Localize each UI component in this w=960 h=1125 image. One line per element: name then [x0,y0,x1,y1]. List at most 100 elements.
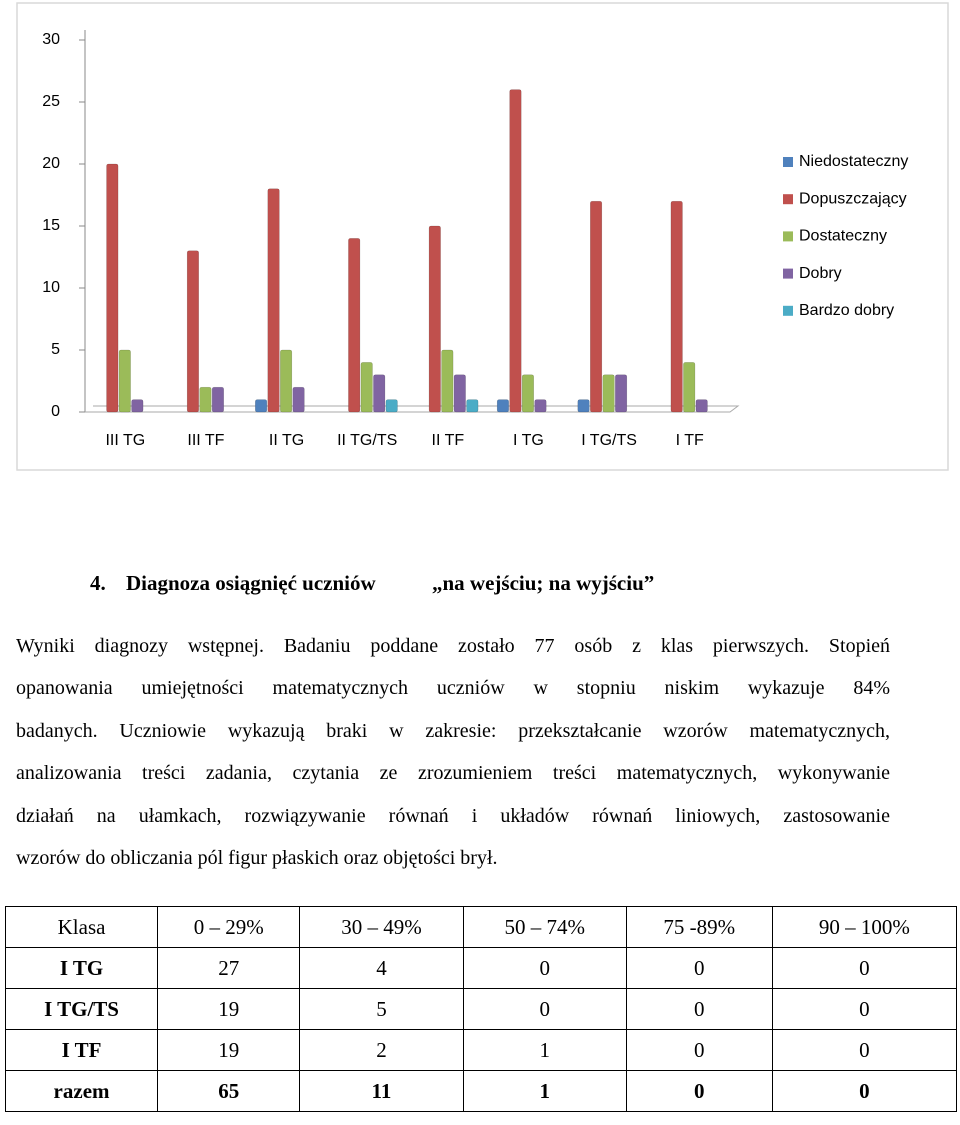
paragraph-line: wzorów do obliczania pól figur płaskich … [16,846,498,869]
bar [509,89,522,413]
table-cell: 0 [771,1029,958,1071]
table-cell: 0 [625,988,773,1030]
bar [131,399,144,413]
table-cell: razem [4,1070,159,1112]
bar [267,188,280,413]
table-cell: 19 [157,1029,301,1071]
table-cell: 1 [462,1029,627,1071]
section-title: Diagnoza osiągnięć uczniów [126,571,376,595]
table-row: I TG 27 4 0 0 0 [4,947,958,989]
table-header-row: Klasa 0 – 29% 30 – 49% 50 – 74% 75 -89% 90 – … [4,906,958,948]
bar [441,349,454,413]
paragraph-line: opanowania umiejętności matematycznych u… [16,677,890,700]
x-tick-label: II TG/TS [337,432,397,449]
results-table: Klasa 0 – 29% 30 – 49% 50 – 74% 75 -89% 90 – … [4,906,958,1112]
bar [496,399,509,413]
bar [466,399,479,413]
bar [199,386,212,413]
bar [670,200,683,413]
bar [695,399,708,413]
table-cell: 0 [771,947,958,989]
bar [211,386,224,413]
x-tick-label: II TF [432,432,465,449]
bar [683,362,696,413]
legend-label: Dostateczny [799,228,887,245]
header-cell: 75 -89% [625,906,773,948]
bar [521,374,534,413]
table-cell: 65 [157,1070,301,1112]
table-cell: 1 [462,1070,627,1112]
table-cell: 0 [771,1070,958,1112]
bar [577,399,590,413]
y-tick-label: 15 [42,217,60,234]
table-cell: 0 [625,1029,773,1071]
paragraph: Wyniki diagnozy wstępnej. Badaniu poddan… [16,625,890,879]
bar [615,374,628,413]
table-cell: 11 [299,1070,464,1112]
paragraph-line: badanych. Uczniowie wykazują braki w zak… [16,719,890,742]
legend-swatch [783,194,793,205]
table-cell: 19 [157,988,301,1030]
legend-label: Dobry [799,265,842,282]
bar [602,374,615,413]
header-cell: 0 – 29% [157,906,301,948]
y-tick-label: 20 [42,155,60,172]
table-cell: I TG [4,947,159,989]
bar [280,349,293,413]
bar [590,200,603,413]
table-cell: 0 [771,988,958,1030]
y-tick-label: 0 [51,403,60,420]
table-cell: 4 [299,947,464,989]
table-cell: 5 [299,988,464,1030]
chart: 0 5 10 15 20 25 30 III TG III TF II TG II TG/TS II … [16,2,949,471]
header-cell: 50 – 74% [462,906,627,948]
y-tick-label: 10 [42,279,60,296]
x-tick-label: II TG [269,432,304,449]
table-cell: 0 [625,947,773,989]
paragraph-line: Wyniki diagnozy wstępnej. Badaniu poddan… [16,635,890,657]
table-cell: 2 [299,1029,464,1071]
table-cell: I TG/TS [4,988,159,1030]
x-tick-label: I TG [513,432,544,449]
legend-label: Dopuszczający [799,190,907,207]
bar [534,399,547,413]
x-tick-label: III TG [105,432,145,449]
bar [186,250,199,413]
x-tick-label: I TF [676,432,704,449]
bar [118,349,131,413]
table-row: I TF 19 2 1 0 0 [4,1029,958,1071]
x-tick-label: III TF [187,432,224,449]
bar [373,374,386,413]
table-cell: 0 [625,1070,773,1112]
table-cell: 27 [157,947,301,989]
bar [428,225,441,413]
table-row: I TG/TS 19 5 0 0 0 [4,988,958,1030]
legend-swatch [783,157,793,167]
legend-swatch [783,231,793,242]
section-number: 4. [90,571,106,595]
header-cell: 90 – 100% [771,906,958,948]
table-cell: 0 [462,947,627,989]
paragraph-line: działań na ułamkach, rozwiązywanie równa… [16,804,890,827]
bar [348,238,361,413]
header-cell: Klasa [4,906,159,948]
x-tick-label: I TG/TS [581,432,637,449]
bar [453,374,466,413]
bar [292,386,305,413]
table-cell: 0 [462,988,627,1030]
y-tick-label: 30 [42,31,60,48]
bar [360,362,373,413]
bar [106,163,119,413]
bar [255,399,268,413]
legend-swatch [783,268,793,279]
floor [85,405,740,413]
legend-label: Bardzo dobry [799,302,894,319]
paragraph-line: analizowania treści zadania, czytania ze… [16,762,890,785]
table-row: razem 65 11 1 0 0 [4,1070,958,1112]
bar [385,399,398,413]
legend-swatch [783,305,793,316]
table-cell: I TF [4,1029,159,1071]
section-subtitle: „na wejściu; na wyjściu” [432,571,655,595]
y-tick-label: 5 [51,341,60,358]
